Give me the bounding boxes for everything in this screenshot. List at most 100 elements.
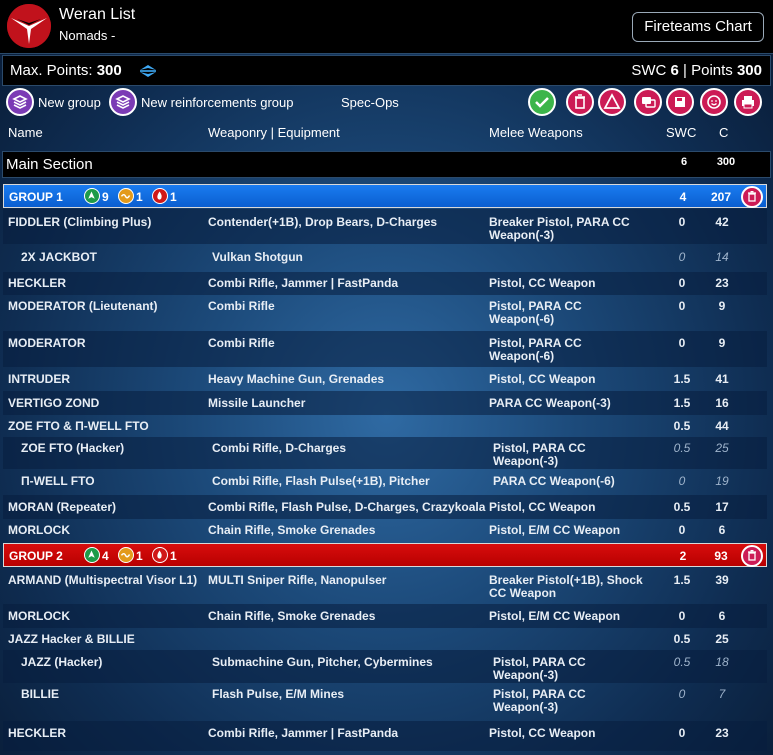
unit-subrow[interactable]: BILLIE Flash Pulse, E/M Mines Pistol, PA… bbox=[3, 683, 767, 721]
unit-name: INTRUDER bbox=[8, 372, 70, 386]
unit-name: MORLOCK bbox=[8, 609, 70, 623]
group-1-c: 207 bbox=[710, 190, 732, 204]
group-1-name: GROUP 1 bbox=[9, 190, 63, 204]
impetuous-count: 1 bbox=[170, 549, 177, 563]
unit-row[interactable]: INTRUDER Heavy Machine Gun, Grenades Pis… bbox=[3, 367, 767, 391]
fireteam-row[interactable]: ZOE FTO & Π-WELL FTO 0.5 44 bbox=[3, 415, 767, 437]
unit-melee: Pistol, PARA CC Weapon(-3) bbox=[493, 441, 586, 468]
points-label: Points bbox=[691, 62, 733, 79]
unit-weaponry: Combi Rifle bbox=[208, 299, 275, 313]
unit-weaponry: Combi Rifle, Jammer | FastPanda bbox=[208, 276, 399, 290]
unit-subrow[interactable]: ZOE FTO (Hacker) Combi Rifle, D-Charges … bbox=[3, 437, 767, 469]
chat-bubbles-icon[interactable] bbox=[634, 88, 662, 116]
col-weaponry: Weaponry | Equipment bbox=[208, 125, 340, 140]
unit-cost: 39 bbox=[715, 573, 729, 587]
unit-row[interactable]: ARMAND (Multispectral Visor L1) MULTI Sn… bbox=[3, 568, 767, 604]
col-c: C bbox=[719, 125, 729, 140]
unit-cost: 25 bbox=[715, 441, 729, 455]
main-section-swc: 6 bbox=[680, 156, 688, 168]
unit-row[interactable]: FIDDLER (Climbing Plus) Contender(+1B), … bbox=[3, 209, 767, 244]
unit-name: ZOE FTO (Hacker) bbox=[21, 441, 125, 455]
unit-weaponry: Vulkan Shotgun bbox=[212, 250, 303, 264]
separator: | bbox=[683, 62, 687, 79]
regular-count: 9 bbox=[102, 190, 109, 204]
new-reinforcements-icon[interactable] bbox=[109, 88, 137, 116]
unit-name: MORAN (Repeater) bbox=[8, 500, 117, 514]
unit-name: HECKLER bbox=[8, 726, 67, 740]
irregular-order-icon bbox=[118, 547, 134, 563]
group-1-bar[interactable]: GROUP 1 9 1 1 4 207 bbox=[3, 184, 767, 208]
swc-value: 6 bbox=[670, 62, 679, 79]
delete-trash-icon[interactable] bbox=[566, 88, 594, 116]
unit-subrow[interactable]: Π-WELL FTO Combi Rifle, Flash Pulse(+1B)… bbox=[3, 469, 767, 495]
regular-order-icon bbox=[84, 188, 100, 204]
unit-melee: Pistol, E/M CC Weapon bbox=[489, 609, 621, 623]
toolbar: New group New reinforcements group Spec-… bbox=[0, 88, 773, 118]
smiley-icon[interactable] bbox=[700, 88, 728, 116]
unit-swc: 0.5 bbox=[673, 500, 691, 514]
new-group-icon[interactable] bbox=[6, 88, 34, 116]
delete-group-2-icon[interactable] bbox=[741, 545, 763, 567]
swc-label: SWC bbox=[631, 62, 667, 79]
unit-row[interactable]: MODERATOR Combi Rifle Pistol, PARA CC We… bbox=[3, 331, 767, 367]
unit-name: ZOE FTO & Π-WELL FTO bbox=[8, 419, 149, 433]
unit-row[interactable]: MORAN (Repeater) Combi Rifle, Flash Puls… bbox=[3, 495, 767, 519]
unit-weaponry: Combi Rifle, Jammer | FastPanda bbox=[208, 726, 399, 740]
validate-check-icon[interactable] bbox=[528, 88, 556, 116]
unit-row[interactable]: MODERATOR (Lieutenant) Combi Rifle Pisto… bbox=[3, 295, 767, 331]
main-section-c: 300 bbox=[716, 156, 736, 168]
new-reinforcements-button[interactable]: New reinforcements group bbox=[141, 95, 294, 110]
header: Weran List Nomads - Fireteams Chart bbox=[0, 0, 773, 54]
unit-weaponry: Combi Rifle, Flash Pulse(+1B), Pitcher bbox=[212, 474, 430, 488]
list-title: Weran List bbox=[59, 6, 136, 23]
unit-swc: 0.5 bbox=[673, 419, 691, 433]
unit-name: MODERATOR bbox=[8, 336, 86, 350]
unit-melee: Pistol, CC Weapon bbox=[489, 372, 596, 386]
warning-triangle-icon[interactable] bbox=[598, 88, 626, 116]
fireteams-chart-button[interactable]: Fireteams Chart bbox=[632, 12, 764, 42]
group-2-c: 93 bbox=[714, 549, 728, 563]
unit-cost: 44 bbox=[715, 419, 729, 433]
unit-swc: 0 bbox=[678, 726, 686, 740]
group-2-bar[interactable]: GROUP 2 4 1 1 2 93 bbox=[3, 543, 767, 567]
unit-row[interactable]: HECKLER Combi Rifle, Jammer | FastPanda … bbox=[3, 272, 767, 295]
unit-cost: 14 bbox=[715, 250, 729, 264]
unit-subrow[interactable]: JAZZ (Hacker) Submachine Gun, Pitcher, C… bbox=[3, 650, 767, 683]
spec-ops-button[interactable]: Spec-Ops bbox=[341, 95, 399, 110]
unit-weaponry: Combi Rifle, D-Charges bbox=[212, 441, 347, 455]
unit-name: VERTIGO ZOND bbox=[8, 396, 100, 410]
unit-swc: 1.5 bbox=[673, 372, 691, 386]
unit-row[interactable]: MORLOCK Chain Rifle, Smoke Grenades Pist… bbox=[3, 604, 767, 628]
delete-group-1-icon[interactable] bbox=[741, 186, 763, 208]
unit-row[interactable]: MORLOCK Chain Rifle, Smoke Grenades Pist… bbox=[3, 519, 767, 543]
unit-cost: 16 bbox=[715, 396, 729, 410]
column-header: Name Weaponry | Equipment Melee Weapons … bbox=[0, 120, 773, 144]
unit-swc: 0 bbox=[678, 523, 686, 537]
unit-cost: 9 bbox=[718, 336, 726, 350]
new-group-button[interactable]: New group bbox=[38, 95, 101, 110]
unit-weaponry: Chain Rifle, Smoke Grenades bbox=[208, 523, 376, 537]
unit-weaponry: Chain Rifle, Smoke Grenades bbox=[208, 609, 376, 623]
faction-logo-icon bbox=[7, 4, 51, 48]
unit-row[interactable]: VERTIGO ZOND Missile Launcher PARA CC We… bbox=[3, 391, 767, 415]
print-icon[interactable] bbox=[734, 88, 762, 116]
points-selector-icon[interactable] bbox=[139, 64, 157, 78]
unit-name: MORLOCK bbox=[8, 523, 70, 537]
points-value: 300 bbox=[736, 62, 762, 79]
unit-subrow[interactable]: 2X JACKBOT Vulkan Shotgun 0 14 bbox=[3, 244, 767, 272]
irregular-count: 1 bbox=[136, 549, 143, 563]
unit-melee: Pistol, PARA CC Weapon(-3) bbox=[493, 687, 586, 714]
save-disk-icon[interactable] bbox=[666, 88, 694, 116]
unit-row[interactable]: HECKLER Combi Rifle, Jammer | FastPanda … bbox=[3, 721, 767, 751]
unit-swc: 1.5 bbox=[673, 396, 691, 410]
unit-melee: Pistol, PARA CC Weapon(-3) bbox=[493, 655, 586, 682]
unit-cost: 25 bbox=[715, 632, 729, 646]
unit-weaponry: Flash Pulse, E/M Mines bbox=[212, 687, 345, 701]
unit-name: Π-WELL FTO bbox=[21, 474, 95, 488]
unit-melee: Pistol, PARA CC Weapon(-6) bbox=[489, 299, 582, 326]
regular-count: 4 bbox=[102, 549, 109, 563]
unit-weaponry: Heavy Machine Gun, Grenades bbox=[208, 372, 385, 386]
fireteam-row[interactable]: JAZZ Hacker & BILLIE 0.5 25 bbox=[3, 628, 767, 650]
unit-cost: 41 bbox=[715, 372, 729, 386]
unit-cost: 6 bbox=[718, 523, 726, 537]
